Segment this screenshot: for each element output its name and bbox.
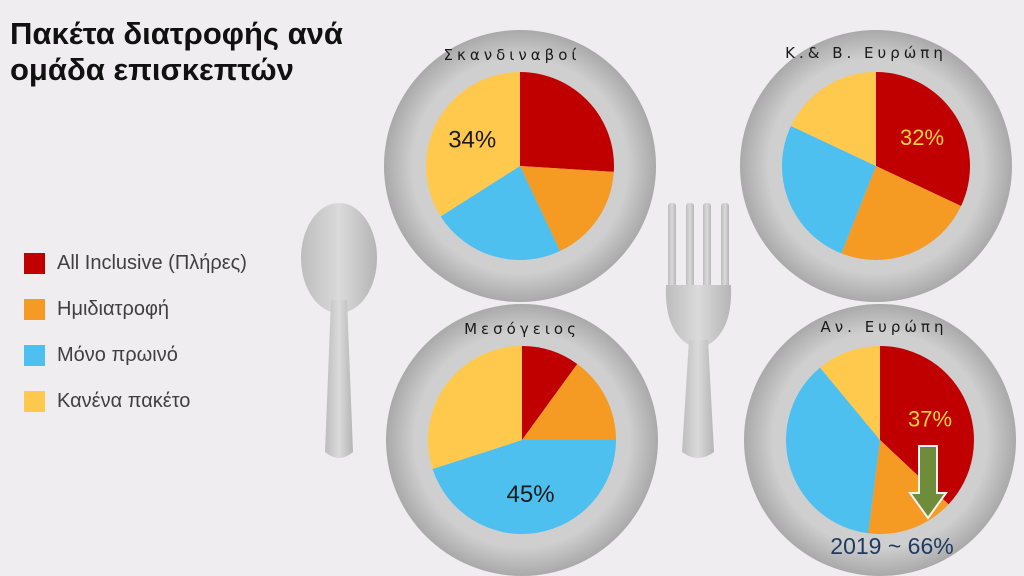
pie-title: Κ.& Β. Ευρώπη bbox=[785, 44, 947, 62]
slice-half-board bbox=[841, 166, 962, 260]
arrow-down-icon bbox=[908, 445, 948, 520]
plate-mediterranean: Μεσόγειος bbox=[386, 304, 658, 576]
legend-item-breakfast: Μόνο πρωινό bbox=[24, 332, 247, 378]
pie-title: Σκανδιναβοί bbox=[444, 46, 581, 64]
pie-data-label: 34% bbox=[448, 127, 496, 154]
legend-label: Ημιδιατροφή bbox=[57, 297, 170, 320]
slice-no-package bbox=[427, 346, 522, 470]
legend-label: Κανένα πακέτο bbox=[57, 389, 191, 412]
pie-data-label: 45% bbox=[507, 481, 555, 508]
pie-data-label: 32% bbox=[900, 125, 944, 150]
slice-breakfast-only bbox=[432, 440, 616, 534]
legend-swatch bbox=[24, 390, 45, 412]
trend-annotation: 2019 ~ 66% bbox=[830, 533, 953, 559]
slice-no-package bbox=[790, 72, 876, 166]
pie-chart-eastern-europe bbox=[786, 345, 974, 534]
legend-swatch bbox=[24, 298, 45, 320]
chart-legend: All Inclusive (Πλήρες) Ημιδιατροφή Μόνο … bbox=[24, 240, 247, 424]
legend-label: Μόνο πρωινό bbox=[57, 343, 178, 366]
pie-title: Αν. Ευρώπη bbox=[821, 318, 948, 336]
legend-label: All Inclusive (Πλήρες) bbox=[57, 251, 247, 274]
plate-scandinavians: Σκανδιναβοί bbox=[384, 30, 656, 302]
slice-no-package bbox=[426, 72, 520, 217]
slice-breakfast-only bbox=[782, 125, 876, 254]
slice-all-inclusive bbox=[522, 346, 578, 440]
pie-chart-central-west-europe bbox=[782, 72, 970, 260]
slice-breakfast-only bbox=[786, 367, 880, 534]
page-title: Πακέτα διατροφής ανά ομάδα επισκεπτών bbox=[10, 16, 343, 87]
plate-central-west-europe: Κ.& Β. Ευρώπη bbox=[740, 30, 1012, 302]
pie-chart-mediterranean bbox=[427, 346, 616, 534]
slice-breakfast-only bbox=[440, 166, 561, 260]
slice-all-inclusive bbox=[880, 345, 974, 505]
slice-half-board bbox=[520, 166, 614, 252]
spoon-icon bbox=[301, 203, 377, 458]
pie-data-label: 37% bbox=[908, 406, 952, 431]
legend-item-none: Κανένα πακέτο bbox=[24, 378, 247, 424]
legend-swatch bbox=[24, 344, 45, 366]
pie-title: Μεσόγειος bbox=[464, 320, 580, 338]
legend-item-all-inclusive: All Inclusive (Πλήρες) bbox=[24, 240, 247, 286]
legend-item-half-board: Ημιδιατροφή bbox=[24, 286, 247, 332]
slice-all-inclusive bbox=[520, 72, 614, 172]
slice-no-package bbox=[820, 346, 880, 440]
fork-icon bbox=[665, 203, 732, 458]
slice-half-board bbox=[522, 363, 616, 440]
pie-chart-scandinavians bbox=[426, 72, 614, 260]
legend-swatch bbox=[24, 252, 45, 274]
slice-all-inclusive bbox=[876, 72, 970, 207]
